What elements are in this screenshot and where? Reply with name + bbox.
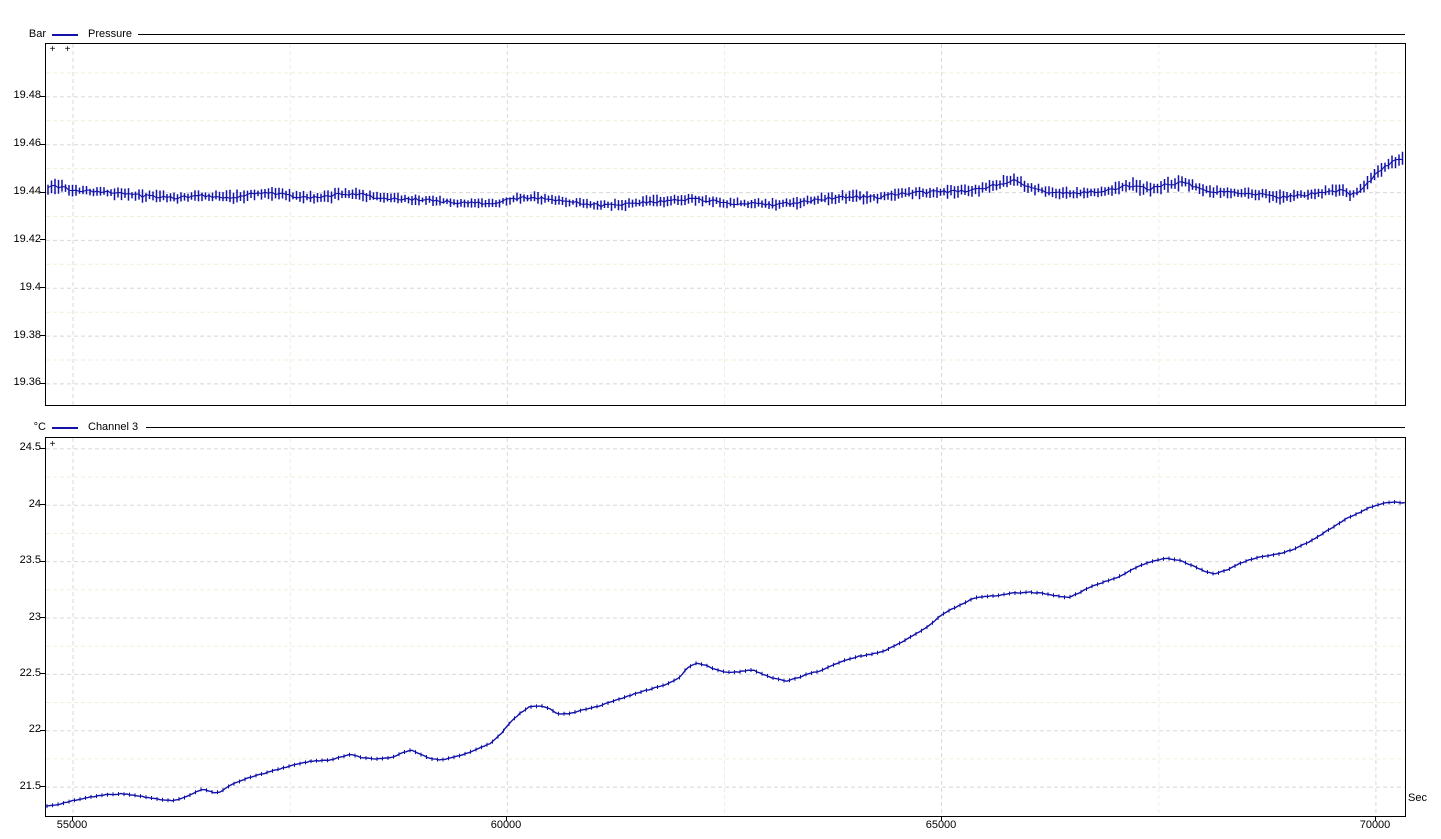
y-tick-mark [40,287,45,288]
y-tick-label: 22.5 [19,667,41,679]
channel3-unit-label: °C [33,421,46,433]
y-tick-label: 21.5 [19,780,41,792]
y-tick-label: 19.46 [13,137,41,149]
y-tick-label: 24 [28,498,41,510]
y-tick-mark [40,383,45,384]
pressure-unit-label: Bar [28,28,46,40]
channel3-legend-rule [146,427,1405,428]
zoom-plus-handle[interactable]: + [64,44,71,55]
y-tick-label: 22 [28,723,41,735]
pressure-legend-line-icon [52,34,78,36]
x-tick-label: 70000 [1359,819,1391,831]
channel3-series-label: Channel 3 [88,421,139,433]
x-tick-mark [941,817,942,821]
y-tick-label: 19.36 [13,376,41,388]
y-tick-mark [40,561,45,562]
channel-3-canvas [46,438,1405,816]
zoom-plus-handle[interactable]: + [49,439,56,450]
y-tick-mark [40,192,45,193]
pressure-canvas [46,44,1405,405]
y-tick-mark [40,673,45,674]
y-tick-mark [40,786,45,787]
y-tick-mark [40,144,45,145]
pressure-legend-rule [138,34,1405,35]
pressure-plot-area[interactable]: + + [45,43,1406,406]
x-tick-label: 65000 [925,819,957,831]
y-tick-label: 23.5 [19,554,41,566]
pressure-mean-line [47,158,1403,208]
pressure-series-label: Pressure [88,28,133,40]
x-axis-unit-label: Sec [1408,792,1427,804]
x-tick-mark [1375,817,1376,821]
y-tick-mark [40,239,45,240]
y-tick-mark [40,504,45,505]
y-tick-label: 19.4 [19,281,41,293]
x-tick-label: 55000 [56,819,88,831]
zoom-plus-handle[interactable]: + [49,44,56,55]
y-tick-label: 19.38 [13,329,41,341]
channel3-line-ticks [46,500,1401,809]
y-tick-label: 19.42 [13,233,41,245]
y-tick-mark [40,730,45,731]
x-tick-label: 60000 [490,819,522,831]
y-tick-mark [40,448,45,449]
x-tick-mark [72,817,73,821]
y-tick-label: 19.44 [13,185,41,197]
channel3-line [46,501,1405,807]
channel3-plot-area[interactable]: + [45,437,1406,817]
channel3-legend-line-icon [52,427,78,429]
y-tick-mark [40,96,45,97]
x-tick-mark [506,817,507,821]
y-tick-label: 19.48 [13,89,41,101]
y-tick-mark [40,335,45,336]
y-tick-label: 23 [28,611,41,623]
y-tick-mark [40,617,45,618]
y-tick-label: 24.5 [19,441,41,453]
